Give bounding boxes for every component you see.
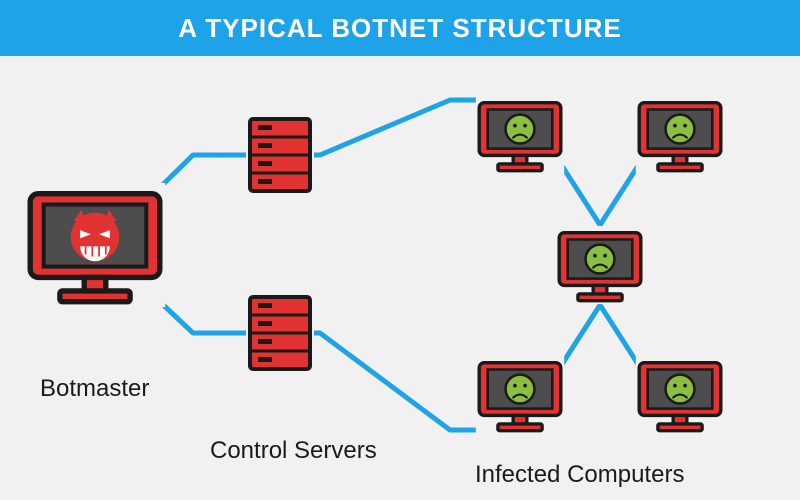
node-botmaster [25, 183, 165, 307]
node-bot3 [556, 226, 644, 304]
node-server2 [246, 293, 314, 373]
title-banner: A TYPICAL BOTNET STRUCTURE [0, 0, 800, 56]
label-botmaster: Botmaster [40, 375, 149, 403]
node-bot5 [636, 356, 724, 434]
node-server1 [246, 115, 314, 195]
diagram-canvas [0, 56, 800, 500]
node-bot1 [476, 96, 564, 174]
title-text: A TYPICAL BOTNET STRUCTURE [178, 13, 621, 44]
node-bot4 [476, 356, 564, 434]
label-infected-computers: Infected Computers [475, 461, 684, 489]
node-bot2 [636, 96, 724, 174]
label-control-servers: Control Servers [210, 437, 377, 465]
